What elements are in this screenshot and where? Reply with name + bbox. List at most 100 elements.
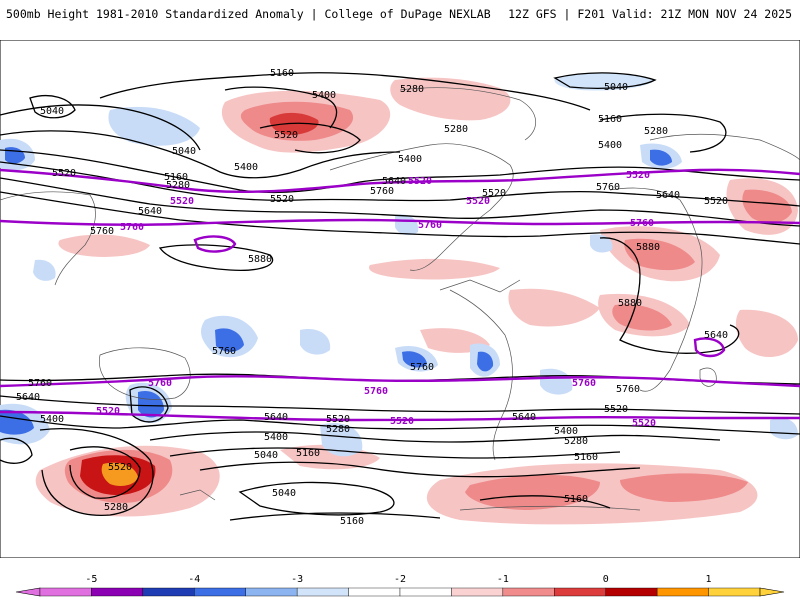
label-5640: 5640	[512, 412, 536, 423]
label-5640: 5640	[138, 206, 162, 217]
label-5640: 5640	[704, 330, 728, 341]
label-5520: 5520	[274, 130, 298, 141]
colorbar-segment	[296, 587, 349, 597]
label-5520: 5520	[326, 414, 350, 425]
label-5760: 5760	[364, 386, 388, 397]
contour-5160-north	[99, 72, 591, 111]
colorbar-segment	[91, 587, 144, 597]
south-america-coast	[449, 289, 513, 461]
highlight-5880-africa	[693, 337, 726, 358]
colorbar-segment	[656, 587, 709, 597]
contour-5400	[0, 149, 800, 194]
highlight-5880-pacific	[193, 235, 237, 253]
label-5520: 5520	[704, 196, 728, 207]
label-5280: 5280	[444, 124, 468, 135]
label-5520: 5520	[96, 406, 120, 417]
caribbean-coast	[439, 279, 521, 293]
contour-low-australia	[129, 386, 169, 423]
map-panel: 5160 5040 5400 5280 5520 5040 5160 5280 …	[0, 40, 800, 558]
contour-5160-mid	[0, 130, 401, 179]
contour-5760	[0, 191, 800, 245]
colorbar-tick-label: -2	[394, 574, 406, 585]
label-5760: 5760	[120, 222, 144, 233]
contour-5400-south	[149, 431, 721, 443]
label-5040: 5040	[172, 146, 196, 157]
colorbar-segment	[348, 587, 401, 597]
contour-5880-pacific	[158, 244, 274, 271]
contour-5160-antarctic-2	[479, 495, 611, 509]
europe-coast	[649, 133, 800, 161]
contour-5040-arctic	[553, 72, 657, 89]
label-5640: 5640	[264, 412, 288, 423]
colorbar-segment	[554, 587, 606, 597]
highlight-5520-north	[0, 168, 800, 194]
contour-low-west	[0, 437, 33, 464]
colorbar-right-arrow	[759, 587, 785, 597]
colorbar-segment	[399, 587, 452, 597]
colorbar-segment	[194, 587, 246, 597]
colorbar-tick-label: -5	[85, 574, 97, 585]
colorbar-segment	[39, 587, 92, 597]
contour-5640-south	[0, 395, 800, 415]
colorbar-tick-label: -4	[188, 574, 200, 585]
label-5280: 5280	[400, 84, 424, 95]
antarctic-coast-2	[459, 505, 641, 511]
label-5760: 5760	[418, 220, 442, 231]
label-5160: 5160	[574, 452, 598, 463]
label-5760: 5760	[630, 218, 654, 229]
label-5400: 5400	[598, 140, 622, 151]
colorbar-segment	[708, 587, 761, 597]
label-5760: 5760	[28, 378, 52, 389]
colorbar-tick-label: -1	[497, 574, 509, 585]
label-5520: 5520	[632, 418, 656, 429]
contour-5520-south	[0, 415, 800, 435]
contour-5160-antarctic	[229, 512, 441, 521]
label-5520: 5520	[626, 170, 650, 181]
north-america-coast	[329, 143, 514, 271]
arctic-coast	[399, 87, 536, 141]
label-5520: 5520	[270, 194, 294, 205]
label-5520: 5520	[604, 404, 628, 415]
label-5760: 5760	[90, 226, 114, 237]
contour-5040-low	[29, 95, 76, 119]
label-5040: 5040	[40, 106, 64, 117]
colorbar-segment	[502, 587, 555, 597]
label-5760: 5760	[370, 186, 394, 197]
label-5040: 5040	[604, 82, 628, 93]
label-5280: 5280	[326, 424, 350, 435]
anomaly-map: 5160 5040 5400 5280 5520 5040 5160 5280 …	[0, 40, 800, 558]
colorbar-tick-label: -3	[291, 574, 303, 585]
label-5400: 5400	[264, 432, 288, 443]
label-5760: 5760	[596, 182, 620, 193]
label-5760: 5760	[572, 378, 596, 389]
label-5520: 5520	[390, 416, 414, 427]
label-5520: 5520	[170, 196, 194, 207]
label-5880: 5880	[248, 254, 272, 265]
label-5640: 5640	[656, 190, 680, 201]
header: 500mb Height 1981-2010 Standardized Anom…	[0, 0, 800, 28]
label-5880: 5880	[636, 242, 660, 253]
asia-coast	[0, 191, 96, 286]
label-5400: 5400	[40, 414, 64, 425]
highlight-5760-north	[0, 218, 800, 227]
colorbar: -5-4-3-2-1012345	[0, 570, 800, 600]
contour-5520	[0, 161, 800, 207]
label-5760: 5760	[212, 346, 236, 357]
label-5280: 5280	[564, 436, 588, 447]
colorbar-segment	[451, 587, 504, 597]
contour-5160-south	[199, 461, 641, 478]
highlight-contours	[0, 168, 800, 422]
label-5760: 5760	[148, 378, 172, 389]
label-5520: 5520	[408, 176, 432, 187]
run-info: 12Z GFS | F201 Valid: 21Z MON NOV 24 202…	[508, 7, 792, 21]
colorbar-left-arrow	[15, 587, 41, 597]
label-5760: 5760	[410, 362, 434, 373]
contour-5400-pacific	[224, 86, 338, 129]
label-5160: 5160	[564, 494, 588, 505]
colorbar-tick-label: 0	[603, 574, 609, 585]
label-5280: 5280	[644, 126, 668, 137]
colorbar-segments	[15, 587, 785, 597]
colorbar-segment	[142, 587, 195, 597]
label-5160: 5160	[270, 68, 294, 79]
label-5520: 5520	[108, 462, 132, 473]
